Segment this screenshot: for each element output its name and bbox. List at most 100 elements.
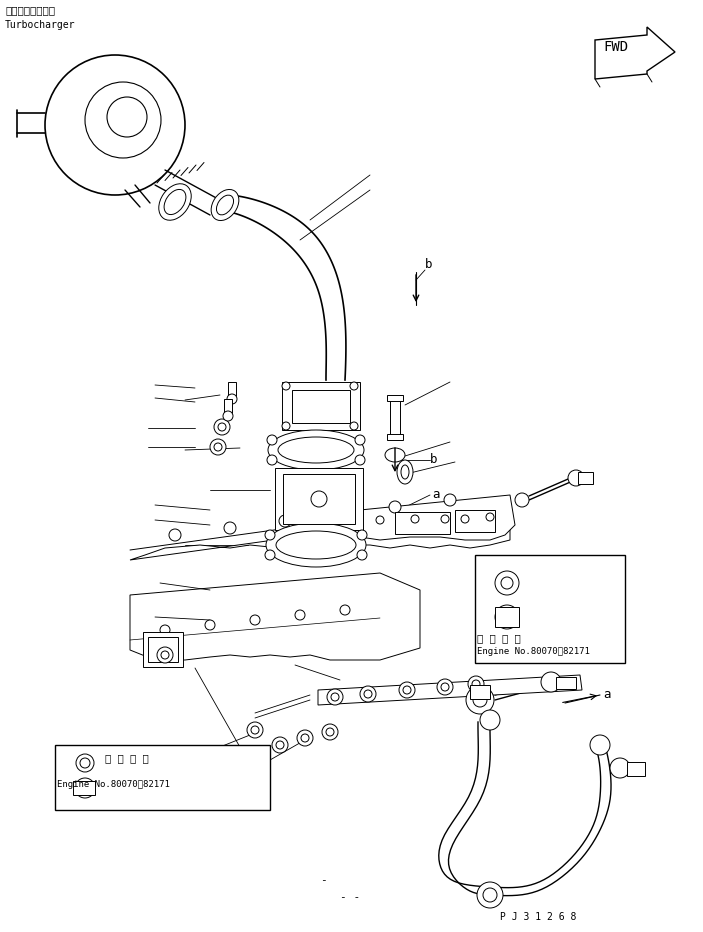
- Bar: [143, 632, 183, 667]
- Text: ターボチャージャ: ターボチャージャ: [5, 5, 55, 15]
- Circle shape: [227, 394, 237, 404]
- Circle shape: [357, 530, 367, 540]
- Ellipse shape: [268, 430, 364, 470]
- Circle shape: [441, 683, 449, 691]
- Circle shape: [468, 676, 484, 692]
- Polygon shape: [282, 382, 360, 430]
- Bar: [283, 474, 355, 524]
- Circle shape: [502, 612, 512, 622]
- Circle shape: [480, 710, 500, 730]
- Circle shape: [495, 571, 519, 595]
- Circle shape: [223, 411, 233, 421]
- Text: b: b: [430, 453, 437, 466]
- Circle shape: [331, 693, 339, 701]
- Circle shape: [389, 501, 401, 513]
- Circle shape: [267, 435, 277, 445]
- Ellipse shape: [397, 460, 413, 484]
- Ellipse shape: [217, 195, 233, 215]
- Text: a: a: [603, 688, 610, 701]
- Circle shape: [295, 610, 305, 620]
- Bar: [390, 400, 400, 438]
- Circle shape: [282, 422, 290, 430]
- Text: Engine No.80070～82171: Engine No.80070～82171: [477, 647, 590, 656]
- Bar: [387, 395, 403, 401]
- Bar: [387, 434, 403, 440]
- Circle shape: [276, 741, 284, 749]
- Circle shape: [437, 679, 453, 695]
- Circle shape: [76, 754, 94, 772]
- Circle shape: [610, 758, 630, 778]
- Text: 適 用 号 機: 適 用 号 機: [105, 753, 149, 763]
- Text: Turbocharger: Turbocharger: [5, 20, 75, 30]
- Circle shape: [357, 550, 367, 560]
- Circle shape: [45, 55, 185, 195]
- Circle shape: [590, 735, 610, 755]
- Circle shape: [169, 529, 181, 541]
- Ellipse shape: [266, 523, 366, 567]
- Circle shape: [376, 516, 384, 524]
- Circle shape: [326, 728, 334, 736]
- Polygon shape: [318, 675, 582, 705]
- Circle shape: [334, 508, 346, 520]
- Circle shape: [355, 455, 365, 465]
- Circle shape: [267, 455, 277, 465]
- Bar: [470, 685, 490, 699]
- Bar: [578, 472, 593, 484]
- Bar: [495, 607, 519, 627]
- Circle shape: [279, 515, 291, 527]
- Text: -: -: [320, 875, 327, 885]
- Bar: [475, 555, 625, 663]
- Circle shape: [441, 515, 449, 523]
- Circle shape: [411, 515, 419, 523]
- Circle shape: [360, 686, 376, 702]
- Circle shape: [399, 682, 415, 698]
- Text: FWD: FWD: [603, 40, 628, 54]
- Circle shape: [350, 382, 358, 390]
- Circle shape: [327, 689, 343, 705]
- Bar: [292, 390, 350, 423]
- Circle shape: [250, 615, 260, 625]
- Ellipse shape: [211, 189, 239, 221]
- Ellipse shape: [276, 531, 356, 559]
- Ellipse shape: [278, 437, 354, 463]
- Bar: [148, 637, 178, 662]
- Circle shape: [301, 734, 309, 742]
- Circle shape: [224, 522, 236, 534]
- Ellipse shape: [159, 184, 191, 220]
- Bar: [275, 468, 363, 530]
- Circle shape: [444, 494, 456, 506]
- Polygon shape: [360, 495, 515, 540]
- Circle shape: [501, 577, 513, 589]
- Circle shape: [466, 686, 494, 714]
- Bar: [55, 745, 270, 810]
- Circle shape: [80, 758, 90, 768]
- Bar: [556, 677, 576, 689]
- Text: b: b: [425, 258, 432, 271]
- Circle shape: [403, 686, 411, 694]
- Circle shape: [265, 550, 275, 560]
- Circle shape: [282, 382, 290, 390]
- Circle shape: [218, 423, 226, 431]
- Circle shape: [210, 439, 226, 455]
- Circle shape: [272, 737, 288, 753]
- Bar: [228, 382, 236, 396]
- Circle shape: [247, 722, 263, 738]
- Circle shape: [251, 726, 259, 734]
- Bar: [455, 510, 495, 532]
- Circle shape: [214, 443, 222, 451]
- Text: P J 3 1 2 6 8: P J 3 1 2 6 8: [500, 912, 576, 922]
- Text: 適 用 号 機: 適 用 号 機: [477, 633, 521, 643]
- Ellipse shape: [385, 448, 405, 462]
- Polygon shape: [130, 510, 510, 560]
- Circle shape: [483, 888, 497, 902]
- Circle shape: [214, 419, 230, 435]
- Circle shape: [355, 435, 365, 445]
- Text: a: a: [432, 488, 439, 501]
- Text: Engine No.80070～82171: Engine No.80070～82171: [57, 780, 170, 789]
- Text: - -: - -: [340, 892, 360, 902]
- Circle shape: [568, 470, 584, 486]
- Polygon shape: [595, 27, 675, 79]
- Circle shape: [160, 625, 170, 635]
- Bar: [224, 399, 232, 413]
- Circle shape: [477, 882, 503, 908]
